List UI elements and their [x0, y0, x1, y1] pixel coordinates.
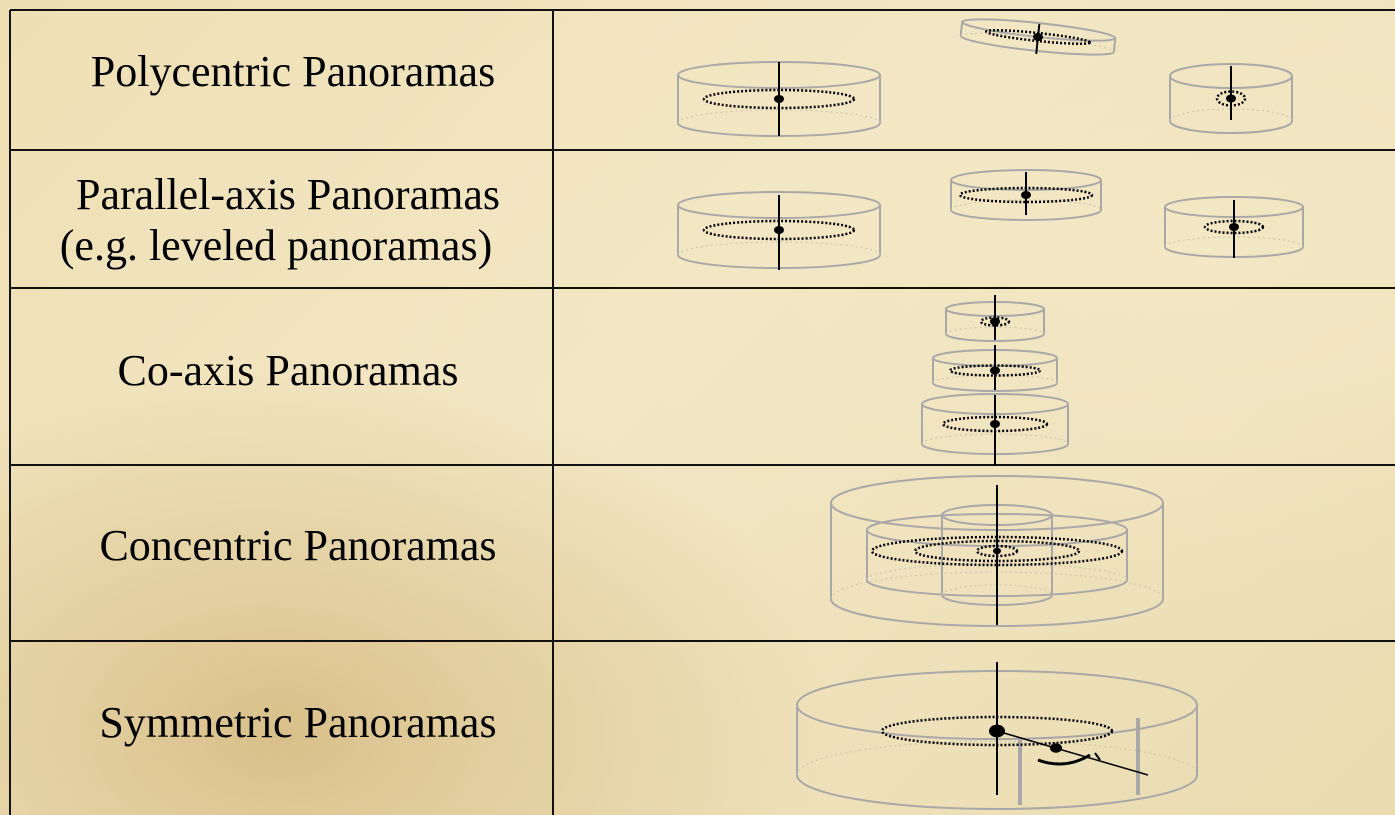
- cylinder-bottom: [796, 774, 1198, 810]
- cylinder: [677, 191, 881, 270]
- center-point: [990, 366, 1000, 375]
- cylinder: [950, 169, 1102, 221]
- cylinder-bottom: [950, 209, 1102, 221]
- center-point: [993, 547, 1001, 555]
- cylinder-bottom-back: [960, 32, 1115, 53]
- row-label: Symmetric Panoramas: [99, 698, 496, 747]
- viewing-circle: [1203, 219, 1265, 235]
- cylinder-bottom: [932, 382, 1058, 392]
- center-point: [1033, 32, 1043, 42]
- cylinder-side: [959, 21, 964, 37]
- center-point: [1226, 94, 1236, 103]
- diagrams: [677, 18, 1304, 810]
- cylinder-bottom-back: [796, 740, 1198, 776]
- cylinder: [945, 295, 1045, 342]
- concentric-cylinders: [830, 475, 1164, 627]
- cylinder: [921, 393, 1069, 465]
- center-point: [1229, 223, 1239, 231]
- row-label: Parallel-axis Panoramas: [76, 170, 500, 219]
- center-point: [774, 226, 784, 234]
- center-point: [990, 420, 1000, 428]
- viewing-circle: [913, 539, 1081, 563]
- center-point: [1021, 191, 1031, 199]
- cylinder-side: [1112, 37, 1117, 53]
- cylinder: [1169, 63, 1293, 134]
- viewing-circle: [870, 535, 1124, 567]
- cylinder-bottom: [945, 333, 1045, 342]
- row-label: Co-axis Panoramas: [118, 346, 459, 395]
- cylinder: [959, 18, 1117, 56]
- center-point: [990, 317, 1000, 326]
- symmetric-cylinder: [796, 662, 1198, 810]
- center-point: [1050, 743, 1062, 753]
- center-point: [774, 95, 784, 103]
- angle-arc: [1037, 753, 1091, 766]
- cylinder-bottom: [1169, 120, 1293, 134]
- cylinder-bottom: [830, 598, 1164, 627]
- row-label: (e.g. leveled panoramas): [60, 221, 492, 270]
- cylinder: [677, 61, 881, 137]
- cylinder: [1164, 196, 1304, 258]
- cylinder-bottom-back: [866, 563, 1128, 581]
- row-label: Polycentric Panoramas: [91, 47, 495, 96]
- cylinder: [932, 345, 1058, 392]
- camera-arm: [996, 730, 1149, 776]
- row-label: Concentric Panoramas: [99, 521, 496, 570]
- center-point: [989, 724, 1005, 738]
- table-grid: [9, 9, 1395, 815]
- angle-arc: [1094, 752, 1101, 761]
- cylinder-bottom-back: [921, 433, 1069, 445]
